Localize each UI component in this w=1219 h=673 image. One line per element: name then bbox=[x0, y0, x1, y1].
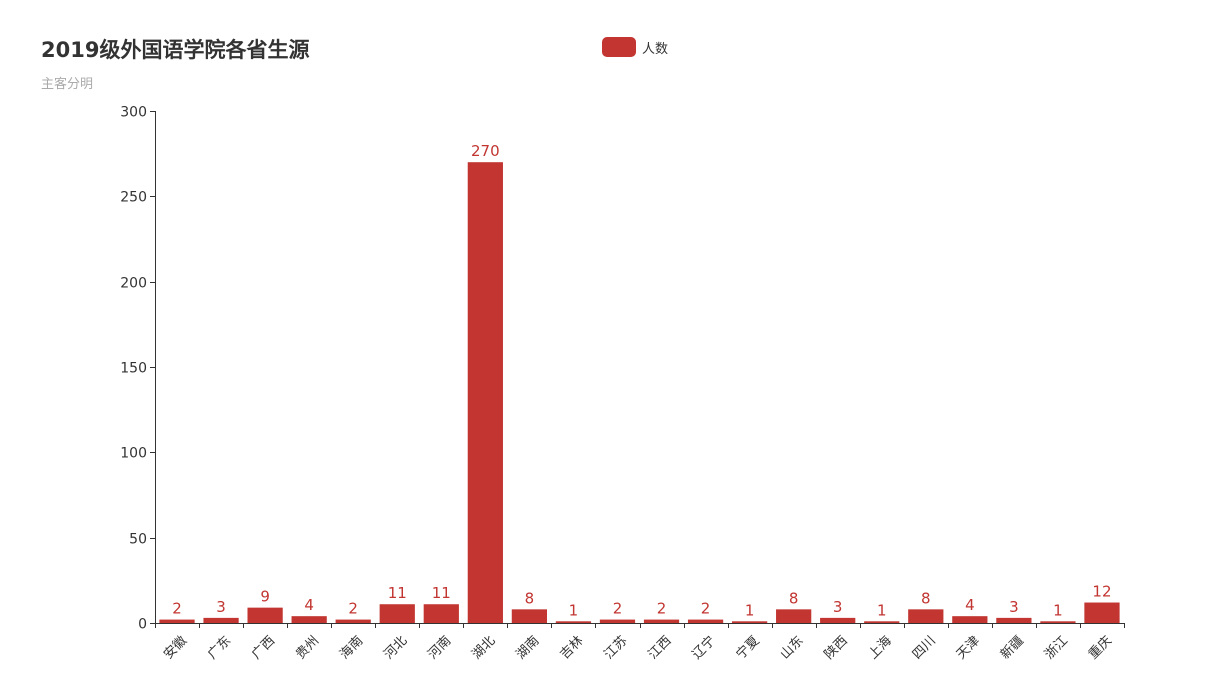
bar-value-label: 1 bbox=[877, 601, 887, 619]
bar-上海[interactable] bbox=[864, 621, 900, 623]
chart-subtitle: 主客分明 bbox=[41, 77, 94, 92]
x-category-label: 吉林 bbox=[557, 633, 586, 662]
bar-value-label: 3 bbox=[833, 598, 843, 616]
bar-value-label: 8 bbox=[789, 589, 799, 607]
bar-value-label: 4 bbox=[965, 596, 975, 614]
bar-湖南[interactable] bbox=[511, 609, 548, 623]
bar-value-label: 1 bbox=[745, 601, 755, 619]
x-category-label: 江苏 bbox=[601, 633, 631, 663]
x-category-label: 贵州 bbox=[293, 633, 322, 662]
bar-浙江[interactable] bbox=[1040, 621, 1076, 623]
x-category-label: 新疆 bbox=[997, 633, 1027, 663]
y-tick-label: 250 bbox=[120, 190, 147, 206]
y-tick-label: 0 bbox=[138, 617, 147, 633]
bar-天津[interactable] bbox=[952, 616, 988, 623]
x-category-label: 广西 bbox=[249, 633, 278, 662]
bar-河南[interactable] bbox=[423, 604, 459, 623]
bar-新疆[interactable] bbox=[996, 617, 1032, 623]
bar-广东[interactable] bbox=[203, 617, 239, 623]
bar-value-label: 1 bbox=[1053, 601, 1063, 619]
bar-山东[interactable] bbox=[776, 609, 812, 623]
x-category-label: 上海 bbox=[866, 633, 895, 662]
bar-辽宁[interactable] bbox=[687, 619, 724, 623]
legend[interactable]: 人数 bbox=[602, 36, 668, 58]
x-category-label: 安徽 bbox=[161, 633, 190, 662]
bar-海南[interactable] bbox=[335, 619, 371, 623]
x-category-label: 宁夏 bbox=[733, 633, 763, 663]
x-category-label: 海南 bbox=[337, 633, 367, 663]
bar-贵州[interactable] bbox=[291, 616, 327, 623]
bar-value-label: 2 bbox=[172, 600, 182, 618]
bar-value-label: 2 bbox=[701, 600, 711, 618]
legend-label[interactable]: 人数 bbox=[642, 41, 669, 57]
y-tick-label: 50 bbox=[129, 532, 147, 548]
x-category-label: 辽宁 bbox=[689, 633, 719, 663]
bar-吉林[interactable] bbox=[555, 621, 592, 623]
y-tick-label: 200 bbox=[120, 276, 147, 292]
bar-陕西[interactable] bbox=[820, 617, 856, 623]
bar-value-label: 2 bbox=[657, 600, 667, 618]
bar-湖北[interactable] bbox=[467, 162, 503, 623]
bar-value-label: 2 bbox=[613, 600, 623, 618]
bar-value-label: 270 bbox=[471, 142, 500, 160]
x-category-label: 广东 bbox=[205, 633, 234, 662]
bar-value-label: 12 bbox=[1092, 583, 1111, 601]
x-category-label: 湖北 bbox=[469, 633, 498, 662]
bar-value-label: 11 bbox=[432, 584, 451, 602]
x-category-label: 四川 bbox=[910, 633, 939, 662]
x-category-label: 山东 bbox=[778, 633, 807, 662]
bar-value-label: 8 bbox=[525, 589, 535, 607]
bar-江苏[interactable] bbox=[599, 619, 636, 623]
x-category-label: 江西 bbox=[646, 633, 675, 662]
bar-value-label: 4 bbox=[304, 596, 314, 614]
x-category-label: 天津 bbox=[954, 633, 983, 662]
bar-安徽[interactable] bbox=[159, 619, 195, 623]
chart-title: 2019级外国语学院各省生源 bbox=[41, 38, 310, 62]
legend-swatch[interactable] bbox=[602, 37, 636, 57]
bar-value-label: 1 bbox=[569, 601, 579, 619]
bar-value-label: 8 bbox=[921, 589, 931, 607]
bar-value-label: 3 bbox=[1009, 598, 1019, 616]
bar-河北[interactable] bbox=[379, 604, 415, 623]
bar-value-label: 2 bbox=[348, 600, 358, 618]
bar-四川[interactable] bbox=[908, 609, 944, 623]
x-category-label: 河南 bbox=[425, 633, 455, 663]
x-category-label: 陕西 bbox=[822, 633, 851, 662]
bar-value-label: 11 bbox=[388, 584, 407, 602]
y-tick-label: 300 bbox=[120, 105, 147, 121]
y-tick-label: 100 bbox=[120, 446, 147, 462]
y-tick-label: 150 bbox=[120, 361, 147, 377]
bar-value-label: 3 bbox=[216, 598, 226, 616]
x-category-label: 河北 bbox=[381, 633, 410, 662]
bar-value-label: 9 bbox=[260, 588, 270, 606]
bar-江西[interactable] bbox=[643, 619, 680, 623]
bar-广西[interactable] bbox=[247, 607, 283, 623]
bar-宁夏[interactable] bbox=[731, 621, 768, 623]
x-category-label: 重庆 bbox=[1085, 633, 1115, 663]
x-category-label: 浙江 bbox=[1042, 633, 1071, 662]
bar-重庆[interactable] bbox=[1084, 602, 1120, 623]
x-category-label: 湖南 bbox=[513, 633, 543, 663]
